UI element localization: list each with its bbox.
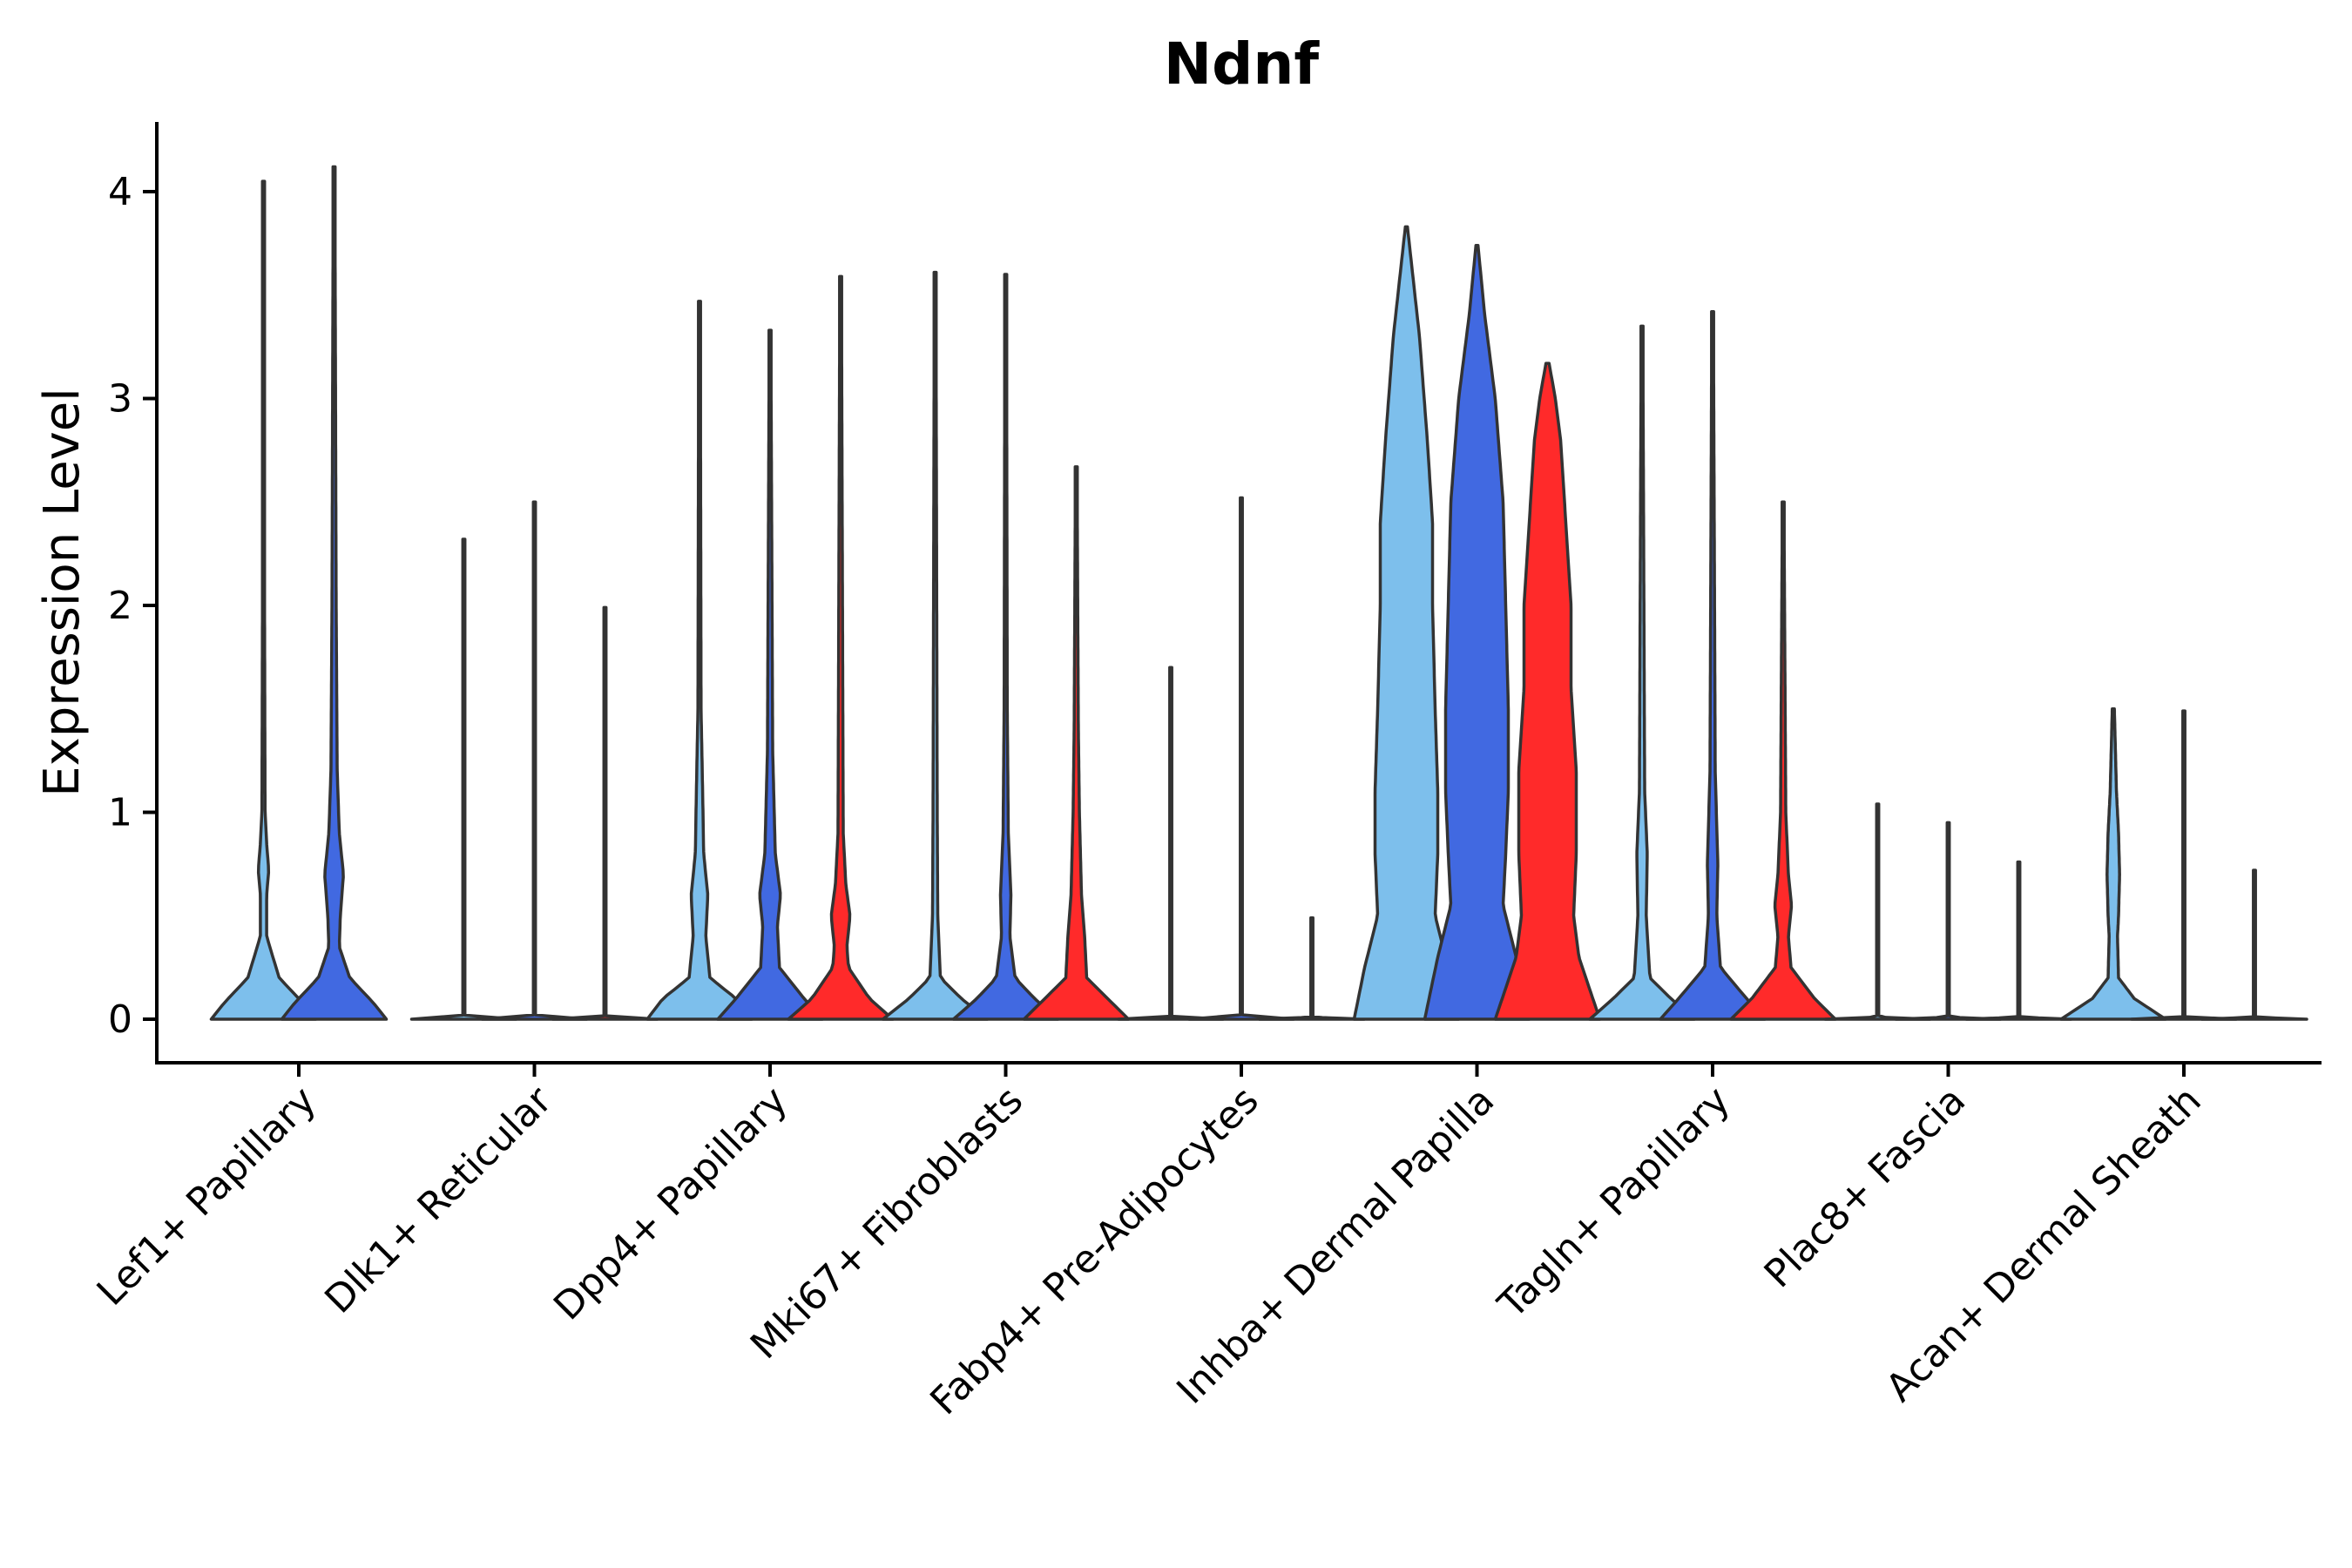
- violin-7-2: [1964, 860, 2073, 1021]
- x-tick-label: Plac8+ Fascia: [1756, 1078, 1975, 1297]
- violin-3-1: [951, 273, 1060, 1021]
- y-tick-label: 0: [108, 997, 132, 1042]
- violin-1-0: [409, 537, 518, 1021]
- violin-8-1: [2130, 709, 2238, 1021]
- violin-5-1: [1423, 244, 1531, 1021]
- violin-8-0: [2059, 707, 2167, 1021]
- violin-6-0: [1588, 324, 1696, 1021]
- violin-1-2: [551, 605, 659, 1021]
- violin-group: [209, 165, 2308, 1021]
- violin-4-0: [1117, 666, 1225, 1021]
- violin-3-0: [881, 270, 990, 1021]
- x-tick-label: Dlk1+ Reticular: [316, 1078, 561, 1322]
- violin-8-2: [2200, 868, 2308, 1021]
- violin-1-1: [480, 500, 589, 1021]
- violin-4-2: [1258, 916, 1366, 1021]
- x-tick-label: Tagln+ Papillary: [1490, 1078, 1739, 1328]
- y-axis-label: Expression Level: [34, 388, 91, 797]
- chart-title: Ndnf: [1164, 30, 1320, 98]
- violin-0-1: [280, 165, 389, 1021]
- x-tick-label: Dpp4+ Papillary: [545, 1078, 796, 1329]
- violin-6-2: [1729, 500, 1837, 1021]
- x-tick-label: Mki67+ Fibroblasts: [742, 1078, 1031, 1368]
- violin-6-1: [1659, 310, 1767, 1021]
- y-tick-label: 2: [108, 584, 132, 628]
- violin-0-0: [209, 179, 318, 1021]
- violin-7-1: [1894, 821, 2003, 1021]
- violin-2-0: [645, 300, 754, 1021]
- y-tick-label: 3: [108, 377, 132, 422]
- violin-2-1: [716, 328, 824, 1021]
- violin-7-0: [1823, 802, 1932, 1021]
- violin-3-2: [1022, 465, 1131, 1021]
- violin-5-2: [1493, 362, 1602, 1021]
- x-tick-label: Lef1+ Papillary: [89, 1078, 325, 1315]
- violin-5-0: [1352, 225, 1461, 1021]
- y-axis-ticks: 0 1 2 3 4: [108, 170, 157, 1042]
- violin-4-1: [1187, 496, 1295, 1021]
- y-tick-label: 4: [108, 170, 132, 214]
- y-tick-label: 1: [108, 791, 132, 835]
- violin-2-2: [787, 274, 895, 1021]
